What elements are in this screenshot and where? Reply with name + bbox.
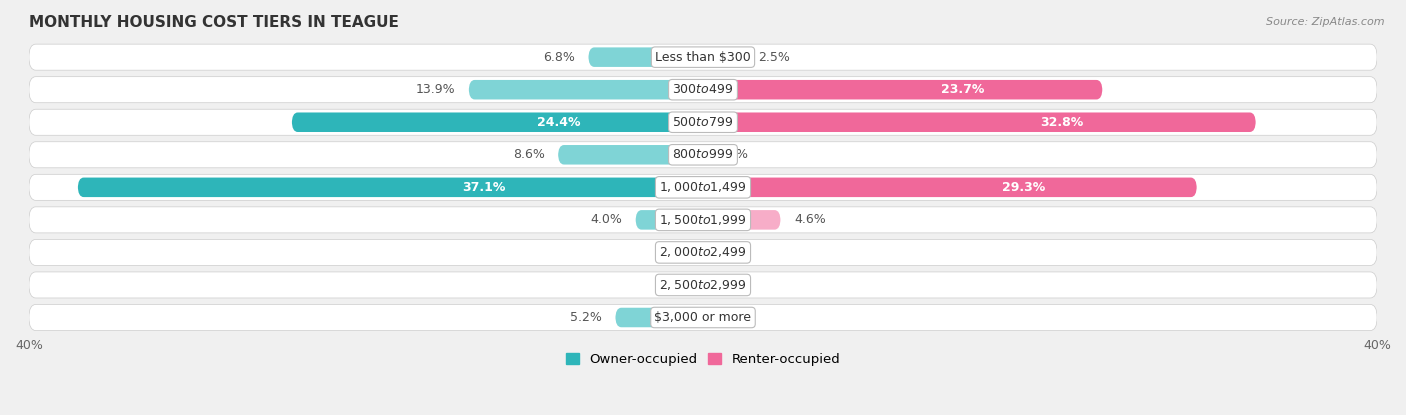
Text: 5.2%: 5.2% [569,311,602,324]
FancyBboxPatch shape [30,44,1376,70]
Text: 0.0%: 0.0% [717,278,748,291]
Text: 4.0%: 4.0% [591,213,621,226]
FancyBboxPatch shape [616,308,703,327]
Text: 0.0%: 0.0% [658,246,689,259]
Text: 2.5%: 2.5% [759,51,790,63]
FancyBboxPatch shape [703,210,780,229]
Text: 13.9%: 13.9% [416,83,456,96]
Text: $800 to $999: $800 to $999 [672,148,734,161]
Text: 8.6%: 8.6% [513,148,544,161]
Text: 32.8%: 32.8% [1040,116,1084,129]
Text: $2,500 to $2,999: $2,500 to $2,999 [659,278,747,292]
FancyBboxPatch shape [558,145,703,165]
FancyBboxPatch shape [77,178,703,197]
FancyBboxPatch shape [30,305,1376,330]
Text: 37.1%: 37.1% [463,181,506,194]
Text: 0.0%: 0.0% [658,278,689,291]
Text: $300 to $499: $300 to $499 [672,83,734,96]
FancyBboxPatch shape [695,243,703,262]
Text: MONTHLY HOUSING COST TIERS IN TEAGUE: MONTHLY HOUSING COST TIERS IN TEAGUE [30,15,399,30]
Text: 0.0%: 0.0% [717,246,748,259]
FancyBboxPatch shape [703,308,711,327]
FancyBboxPatch shape [30,142,1376,168]
FancyBboxPatch shape [703,178,1197,197]
FancyBboxPatch shape [703,112,1256,132]
Text: 0.0%: 0.0% [717,148,748,161]
Text: $1,500 to $1,999: $1,500 to $1,999 [659,213,747,227]
FancyBboxPatch shape [468,80,703,100]
FancyBboxPatch shape [30,174,1376,200]
FancyBboxPatch shape [636,210,703,229]
Text: 4.6%: 4.6% [794,213,825,226]
Text: 29.3%: 29.3% [1002,181,1046,194]
FancyBboxPatch shape [703,47,745,67]
Text: $500 to $799: $500 to $799 [672,116,734,129]
FancyBboxPatch shape [703,145,711,165]
Text: $1,000 to $1,499: $1,000 to $1,499 [659,181,747,194]
Text: 23.7%: 23.7% [941,83,984,96]
Text: 6.8%: 6.8% [543,51,575,63]
Text: 0.0%: 0.0% [717,311,748,324]
FancyBboxPatch shape [30,272,1376,298]
FancyBboxPatch shape [30,109,1376,135]
FancyBboxPatch shape [292,112,703,132]
Text: $3,000 or more: $3,000 or more [655,311,751,324]
FancyBboxPatch shape [703,243,711,262]
FancyBboxPatch shape [588,47,703,67]
FancyBboxPatch shape [30,239,1376,266]
FancyBboxPatch shape [703,275,711,295]
Text: 24.4%: 24.4% [537,116,581,129]
Text: $2,000 to $2,499: $2,000 to $2,499 [659,245,747,259]
FancyBboxPatch shape [695,275,703,295]
Text: Source: ZipAtlas.com: Source: ZipAtlas.com [1267,17,1385,27]
Legend: Owner-occupied, Renter-occupied: Owner-occupied, Renter-occupied [560,347,846,371]
FancyBboxPatch shape [30,77,1376,103]
Text: Less than $300: Less than $300 [655,51,751,63]
FancyBboxPatch shape [703,80,1102,100]
FancyBboxPatch shape [30,207,1376,233]
